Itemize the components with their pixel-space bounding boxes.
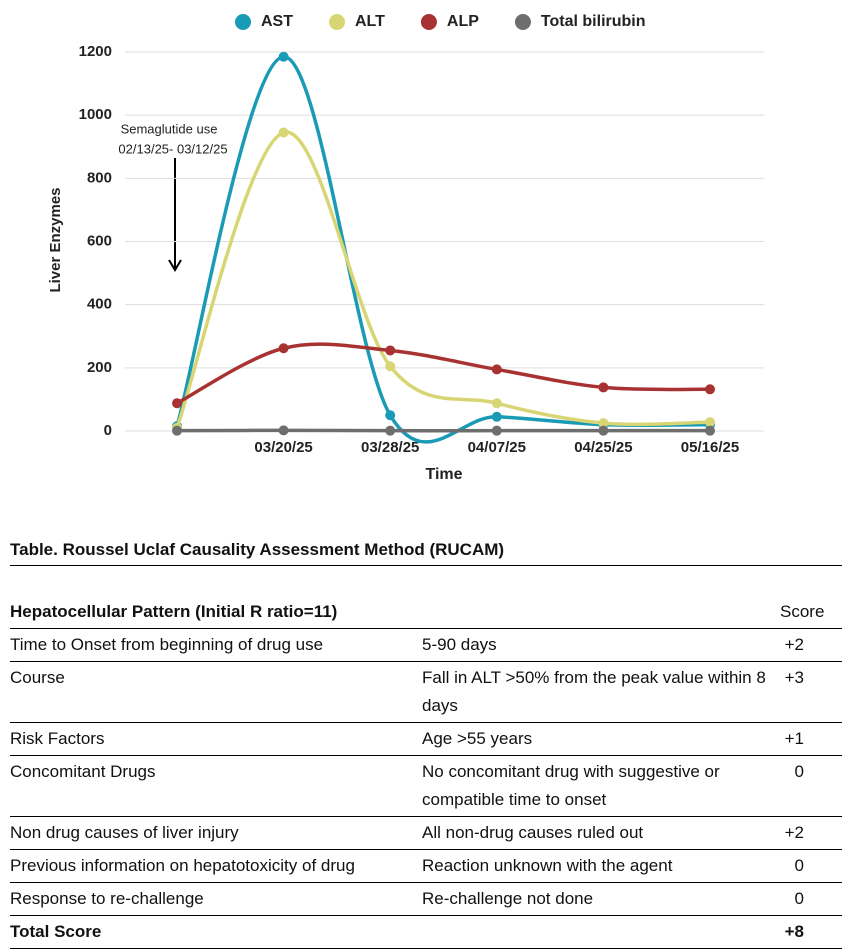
- table-cell: Re-challenge not done: [422, 883, 780, 916]
- y-tick-label: 600: [87, 232, 112, 249]
- x-tick-label: 04/07/25: [468, 439, 526, 456]
- table-cell: 0: [780, 883, 842, 916]
- table-cell: Time to Onset from beginning of drug use: [10, 629, 422, 662]
- y-tick-label: 400: [87, 296, 112, 313]
- table: Table. Roussel Uclaf Causality Assessmen…: [10, 540, 842, 949]
- data-point: [172, 426, 182, 436]
- table-cell: Hepatocellular Pattern (Initial R ratio=…: [10, 596, 422, 629]
- table-cell: Course: [10, 662, 422, 723]
- table-title: Table. Roussel Uclaf Causality Assessmen…: [10, 540, 842, 566]
- data-point: [279, 343, 289, 353]
- y-axis-label: Liver Enzymes: [47, 187, 64, 292]
- data-point: [492, 398, 502, 408]
- chart: Liver Enzymes Time Semaglutide use 02/13…: [0, 0, 844, 500]
- y-tick-label: 800: [87, 169, 112, 186]
- table-cell: +2: [780, 817, 842, 850]
- annotation: 02/13/25- 03/12/25: [118, 141, 227, 156]
- table-cell: Fall in ALT >50% from the peak value wit…: [422, 662, 780, 723]
- data-point: [598, 426, 608, 436]
- annotation: Semaglutide use: [121, 121, 218, 136]
- data-point: [492, 426, 502, 436]
- table-row: Previous information on hepatotoxicity o…: [10, 850, 842, 883]
- data-point: [385, 345, 395, 355]
- legend-marker: [421, 14, 437, 30]
- legend-label: Total bilirubin: [541, 13, 646, 30]
- data-point: [492, 412, 502, 422]
- table-row: Hepatocellular Pattern (Initial R ratio=…: [10, 596, 842, 629]
- legend-marker: [235, 14, 251, 30]
- x-tick-label: 04/25/25: [574, 439, 632, 456]
- table-cell: All non-drug causes ruled out: [422, 817, 780, 850]
- table-cell: +2: [780, 629, 842, 662]
- table-cell: Age >55 years: [422, 723, 780, 756]
- table-cell: +3: [780, 662, 842, 723]
- data-point: [385, 361, 395, 371]
- table-cell: +8: [780, 916, 842, 949]
- legend-label: AST: [261, 13, 293, 30]
- data-point: [385, 426, 395, 436]
- data-point: [172, 398, 182, 408]
- table-cell: No concomitant drug with suggestive or c…: [422, 756, 780, 817]
- table-row: Total Score +8: [10, 916, 842, 949]
- data-point: [279, 52, 289, 62]
- data-point: [279, 425, 289, 435]
- table-cell: Previous information on hepatotoxicity o…: [10, 850, 422, 883]
- data-point: [705, 426, 715, 436]
- table-cell: Score: [780, 596, 842, 629]
- table-cell: 0: [780, 850, 842, 883]
- series-line: [177, 344, 710, 403]
- table-cell: Risk Factors: [10, 723, 422, 756]
- table-cell: [422, 916, 780, 949]
- x-axis-label: Time: [425, 466, 462, 483]
- y-tick-label: 1000: [79, 106, 112, 123]
- data-point: [598, 382, 608, 392]
- y-tick-label: 0: [104, 422, 112, 439]
- x-tick-label: 03/20/25: [254, 439, 312, 456]
- rucam-table: Hepatocellular Pattern (Initial R ratio=…: [10, 596, 842, 949]
- x-tick-label: 05/16/25: [681, 439, 739, 456]
- table-cell: Reaction unknown with the agent: [422, 850, 780, 883]
- legend-label: ALP: [447, 13, 479, 30]
- data-point: [279, 128, 289, 138]
- y-tick-label: 1200: [79, 43, 112, 60]
- table-cell: Total Score: [10, 916, 422, 949]
- data-point: [385, 410, 395, 420]
- x-tick-label: 03/28/25: [361, 439, 419, 456]
- table-cell: Response to re-challenge: [10, 883, 422, 916]
- y-tick-label: 200: [87, 359, 112, 376]
- data-point: [705, 384, 715, 394]
- data-point: [492, 364, 502, 374]
- table-cell: 0: [780, 756, 842, 817]
- data-point: [705, 417, 715, 427]
- table-row: Time to Onset from beginning of drug use…: [10, 629, 842, 662]
- table-cell: +1: [780, 723, 842, 756]
- table-cell: 5-90 days: [422, 629, 780, 662]
- series-line: [177, 132, 710, 428]
- table-cell: Concomitant Drugs: [10, 756, 422, 817]
- series-line: [177, 57, 710, 442]
- legend-label: ALT: [355, 13, 385, 30]
- legend-marker: [515, 14, 531, 30]
- table-cell: Non drug causes of liver injury: [10, 817, 422, 850]
- table-cell: [422, 596, 780, 629]
- legend-marker: [329, 14, 345, 30]
